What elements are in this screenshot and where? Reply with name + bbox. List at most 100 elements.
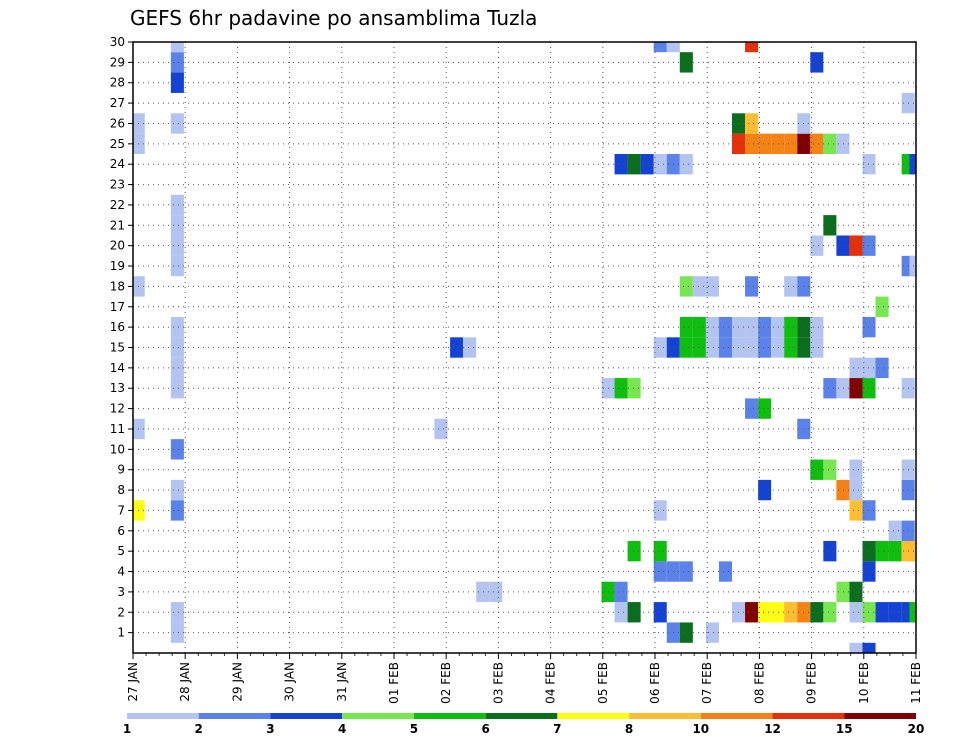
- data-cell: [771, 316, 785, 338]
- data-cell: [679, 622, 693, 643]
- data-cell: [909, 154, 916, 175]
- data-cell: [627, 540, 641, 562]
- data-cell: [784, 276, 798, 297]
- data-cell: [823, 540, 837, 562]
- data-cell: [810, 235, 824, 256]
- data-cell: [614, 378, 628, 399]
- colorbar-swatch: [844, 713, 916, 719]
- data-cell: [810, 459, 824, 480]
- y-tick-label: 19: [110, 259, 125, 273]
- y-tick-label: 27: [110, 96, 125, 110]
- data-cell: [758, 337, 772, 358]
- data-cell: [771, 602, 785, 623]
- data-cell: [849, 581, 863, 603]
- colorbar-label: 8: [625, 722, 633, 736]
- colorbar-swatch: [629, 713, 701, 719]
- y-tick-label: 7: [117, 503, 125, 517]
- chart-title: GEFS 6hr padavine po ansamblima Tuzla: [130, 6, 538, 30]
- colorbar-swatch: [557, 713, 630, 719]
- y-tick-label: 1: [117, 626, 125, 640]
- data-cell: [836, 378, 850, 399]
- colorbar-label: 6: [481, 722, 489, 736]
- data-cell: [810, 316, 824, 338]
- data-cell: [875, 602, 889, 623]
- data-cell: [784, 133, 798, 155]
- data-cell: [653, 500, 667, 521]
- data-cell: [718, 337, 732, 358]
- data-cell: [170, 500, 184, 521]
- data-cell: [836, 581, 850, 603]
- data-cell: [679, 52, 693, 73]
- colorbar-label: 12: [764, 722, 781, 736]
- y-tick-label: 29: [110, 55, 125, 69]
- data-cell: [745, 316, 759, 338]
- data-cell: [653, 42, 667, 53]
- x-tick-label: 08 FEB: [752, 662, 766, 704]
- data-cell: [614, 154, 628, 175]
- data-cell: [679, 337, 693, 358]
- x-tick-label: 29 JAN: [230, 662, 244, 702]
- colorbar-label: 7: [553, 722, 561, 736]
- data-cell: [627, 154, 641, 175]
- data-cell: [888, 540, 902, 562]
- y-tick-label: 25: [110, 137, 125, 151]
- data-cell: [705, 276, 719, 297]
- data-cell: [784, 602, 798, 623]
- data-cell: [653, 602, 667, 623]
- data-cell: [862, 357, 876, 379]
- y-tick-label: 12: [110, 402, 125, 416]
- data-cell: [692, 316, 706, 338]
- data-cell: [434, 418, 448, 440]
- data-cell: [862, 378, 876, 399]
- y-tick-label: 4: [117, 565, 125, 579]
- y-tick-label: 26: [110, 116, 125, 130]
- data-cell: [170, 255, 184, 277]
- data-cell: [745, 337, 759, 358]
- y-tick-label: 3: [117, 585, 125, 599]
- x-tick-label: 06 FEB: [648, 662, 662, 704]
- y-tick-label: 5: [117, 544, 125, 558]
- data-cell: [810, 133, 824, 155]
- data-cell: [170, 113, 184, 134]
- colorbar-swatch: [485, 713, 558, 719]
- y-tick-label: 2: [117, 605, 125, 619]
- y-tick-label: 16: [110, 320, 125, 334]
- data-cell: [875, 296, 889, 317]
- data-cell: [758, 479, 772, 501]
- data-cell: [640, 154, 654, 175]
- y-tick-label: 8: [117, 483, 125, 497]
- colorbar-swatch: [700, 713, 773, 719]
- data-cell: [758, 133, 772, 155]
- colorbar-label: 5: [410, 722, 418, 736]
- y-tick-label: 20: [110, 239, 125, 253]
- data-cell: [627, 378, 641, 399]
- data-cell: [692, 337, 706, 358]
- data-cell: [823, 602, 837, 623]
- data-cell: [888, 520, 902, 541]
- data-cell: [170, 602, 184, 623]
- y-tick-label: 13: [110, 381, 125, 395]
- y-tick-label: 30: [110, 35, 125, 49]
- data-cell: [784, 316, 798, 338]
- data-cell: [463, 337, 477, 358]
- data-cell: [745, 133, 759, 155]
- x-tick-label: 02 FEB: [439, 662, 453, 704]
- data-cell: [679, 154, 693, 175]
- data-cell: [758, 316, 772, 338]
- data-cell: [862, 642, 876, 653]
- data-cell: [170, 357, 184, 379]
- data-cell: [705, 337, 719, 358]
- colorbar-swatch: [772, 713, 845, 719]
- y-tick-label: 22: [110, 198, 125, 212]
- data-cell: [679, 561, 693, 582]
- data-cell: [679, 276, 693, 297]
- data-cell: [771, 337, 785, 358]
- data-cell: [745, 113, 759, 134]
- data-cell: [170, 439, 184, 460]
- data-cell: [888, 602, 902, 623]
- colorbar-label: 2: [195, 722, 203, 736]
- data-cell: [170, 378, 184, 399]
- x-tick-label: 03 FEB: [491, 662, 505, 704]
- x-tick-label: 30 JAN: [283, 662, 297, 702]
